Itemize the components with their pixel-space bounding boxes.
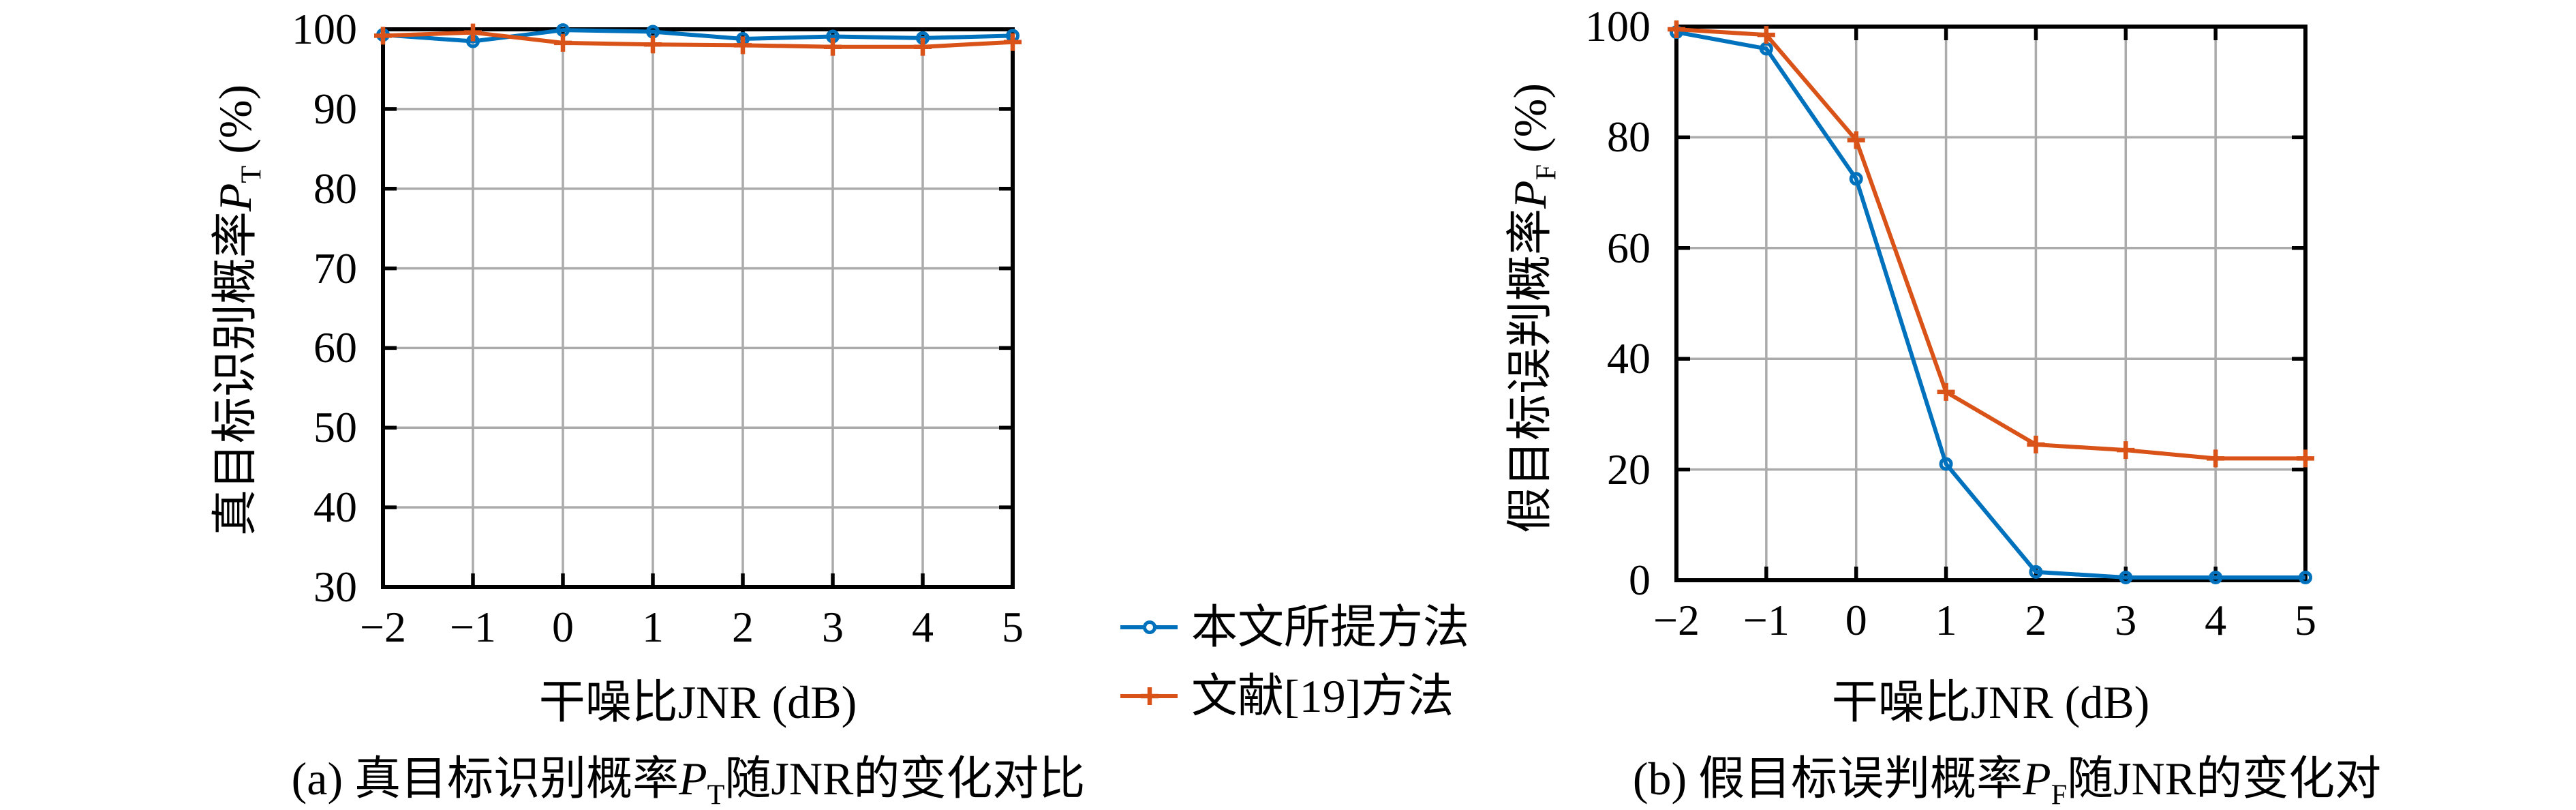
plus-marker xyxy=(1141,687,1159,705)
chart-b-caption-text: (b) 假目标误判概率 xyxy=(1632,753,2023,805)
chart-b-x-tick-label: 5 xyxy=(2295,596,2316,644)
plus-marker xyxy=(464,23,482,42)
chart-a-plot-area xyxy=(374,23,1022,589)
circle-marker xyxy=(1849,172,1863,186)
plus-marker xyxy=(1757,26,1775,44)
chart-a-x-axis-label: 干噪比JNR (dB) xyxy=(538,676,857,728)
plus-marker xyxy=(2027,436,2045,454)
chart-a-x-tick-label: 2 xyxy=(732,603,754,651)
chart-a-y-axis-label: 真目标识别概率PT (%) xyxy=(209,85,268,536)
legend-label: 文献[19]方法 xyxy=(1191,670,1454,722)
chart-a-y-tick-label: 70 xyxy=(313,243,357,292)
chart-b-y-tick-label: 0 xyxy=(1629,556,1651,604)
chart-b-x-tick-label: −2 xyxy=(1653,596,1700,644)
chart-a-x-tick-label: 4 xyxy=(912,603,934,651)
chart-a-y-tick-label: 100 xyxy=(292,5,357,53)
circle-marker xyxy=(2029,565,2043,579)
chart-b-x-axis-label: 干噪比JNR (dB) xyxy=(1831,676,2150,728)
plus-marker xyxy=(1847,131,1865,149)
plus-marker xyxy=(374,27,392,45)
chart-b-x-tick-label: 2 xyxy=(2025,596,2047,644)
chart-a-x-tick-label: 1 xyxy=(642,603,664,651)
plus-marker xyxy=(1937,382,1955,401)
chart-b-y-tick-label: 40 xyxy=(1607,334,1651,383)
chart-b-caption: (b) 假目标误判概率PF随JNR的变化对 xyxy=(1632,753,2382,809)
chart-b-x-tick-label: −1 xyxy=(1743,596,1790,644)
legend-item-proposed-method: 本文所提方法 xyxy=(1118,603,1469,651)
legend-sample xyxy=(1120,620,1178,634)
chart-b-x-tick-label: 3 xyxy=(2115,596,2137,644)
chart-b-y-axis-label-var: P xyxy=(1504,180,1556,209)
plus-marker xyxy=(2297,449,2314,468)
series-line-proposed xyxy=(1676,30,2305,580)
plus-marker xyxy=(2117,441,2135,460)
chart-a-x-tick-label: 3 xyxy=(822,603,844,651)
series-line-proposed xyxy=(382,28,1013,44)
series-line-reference xyxy=(1676,27,2305,461)
chart-a-caption-var: P xyxy=(679,753,707,805)
circle-marker xyxy=(1143,620,1156,634)
chart-b-y-tick-label: 100 xyxy=(1585,2,1651,50)
chart-b-x-tick-label: 0 xyxy=(1845,596,1867,644)
chart-a-y-tick-label: 60 xyxy=(313,323,357,372)
chart-a-x-tick-label: 0 xyxy=(552,603,574,651)
plus-marker xyxy=(2207,449,2225,468)
chart-a-caption: (a) 真目标识别概率PT随JNR的变化对比 xyxy=(291,753,1086,809)
chart-a-y-tick-label: 90 xyxy=(313,84,357,133)
plus-marker xyxy=(914,38,932,56)
chart-b-x-tick-label: 4 xyxy=(2205,596,2227,644)
plus-marker xyxy=(554,33,572,52)
legend-item-reference-method: 文献[19]方法 xyxy=(1118,672,1454,720)
chart-a-caption-suffix: 随JNR的变化对比 xyxy=(724,753,1086,805)
axes-frame xyxy=(381,27,1015,589)
chart-b-x-tick-label: 1 xyxy=(1935,596,1957,644)
chart-b-caption-suffix: 随JNR的变化对 xyxy=(2067,753,2382,805)
chart-a-y-tick-label: 50 xyxy=(313,403,357,452)
chart-b-y-axis-label-sub: F xyxy=(1530,164,1563,181)
plus-marker xyxy=(824,38,842,56)
chart-a-x-tick-label: −2 xyxy=(359,603,407,651)
plus-marker xyxy=(1004,33,1022,51)
chart-a-x-tick-label: 5 xyxy=(1002,603,1024,651)
circle-marker xyxy=(2209,570,2223,584)
chart-a-caption-sub: T xyxy=(707,779,725,810)
circle-marker xyxy=(2299,570,2312,584)
chart-a-x-tick-label: −1 xyxy=(449,603,497,651)
plus-marker xyxy=(734,36,752,55)
chart-b-plot-area xyxy=(1668,20,2314,584)
chart-a-y-tick-label: 30 xyxy=(313,562,357,611)
chart-b-caption-sub: F xyxy=(2051,779,2068,810)
legend-label: 本文所提方法 xyxy=(1191,601,1470,653)
legend-sample xyxy=(1120,687,1178,705)
circle-marker xyxy=(2119,570,2133,584)
chart-b-y-tick-label: 20 xyxy=(1607,445,1651,494)
chart-a-y-tick-label: 40 xyxy=(313,483,357,532)
series-line-reference xyxy=(382,30,1013,49)
chart-b-caption-var: P xyxy=(2023,753,2051,805)
chart-a-caption-text: (a) 真目标识别概率 xyxy=(291,753,679,805)
plus-marker xyxy=(644,35,662,54)
chart-b-y-tick-label: 60 xyxy=(1607,223,1651,272)
circle-marker xyxy=(1939,457,1953,471)
chart-a-y-tick-label: 80 xyxy=(313,164,357,213)
plus-marker xyxy=(1668,20,1685,39)
axes-frame xyxy=(1674,25,2307,582)
chart-b-y-tick-label: 80 xyxy=(1607,112,1651,162)
